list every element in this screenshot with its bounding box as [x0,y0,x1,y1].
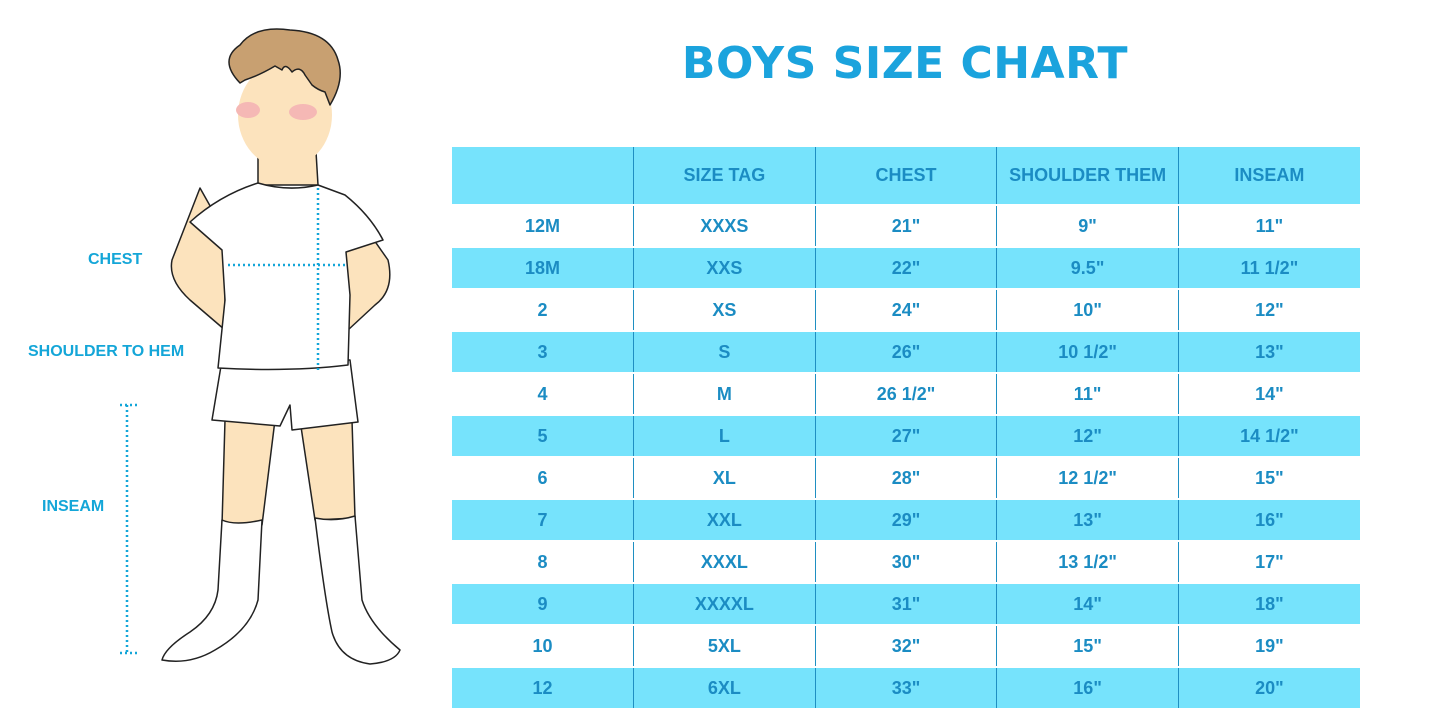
table-row: 12 6XL 33" 16" 20" [452,667,1360,708]
boy-figure-illustration [120,28,401,665]
table-cell: 11" [1177,205,1360,247]
table-header-row: SIZE TAG CHEST SHOULDER THEM INSEAM [452,146,1360,205]
table-cell: 16" [1177,499,1360,541]
table-cell: 9 [452,583,634,625]
table-cell: 29" [814,499,997,541]
table-cell: 5XL [633,625,816,667]
size-chart-table: SIZE TAG CHEST SHOULDER THEM INSEAM 12M XXXS… [452,145,1360,708]
table-cell: 18M [452,247,634,289]
table-cell: 9.5" [996,247,1179,289]
table-cell: XXXXL [633,583,816,625]
column-header: INSEAM [1177,146,1360,205]
left-sock [161,519,263,662]
table-row: 12M XXXS 21" 9" 11" [452,205,1360,247]
table-cell: 26 1/2" [814,373,997,415]
table-cell: 6 [537,467,548,488]
table-cell: 16" [996,667,1179,708]
table-cell: L [633,415,816,457]
table-cell: 32" [814,625,997,667]
table-cell: 26" [814,331,997,373]
table-cell: 7 [452,499,634,541]
page-title: BOYS SIZE CHART [681,38,1129,89]
table-cell: 12 [452,667,634,708]
table-cell: 9" [996,205,1179,247]
table-cell: 27" [814,415,997,457]
right-sock [314,515,401,665]
table-row: 18M XXS 22" 9.5" 11 1/2" [452,247,1360,289]
table-cell: 10 1/2" [996,331,1179,373]
legs [221,419,356,526]
table-row: 9 XXXXL 31" 14" 18" [452,583,1360,625]
table-cell: 13" [1177,331,1360,373]
table-cell: 31" [814,583,997,625]
shorts [211,359,359,431]
table-row: 6 XL 28" 12 1/2" 15" [452,457,1360,499]
table-cell: XL [633,457,816,499]
table-cell: 8 [537,551,548,572]
table-cell: 30" [814,541,997,583]
shirt [189,182,384,371]
table-cell: 19" [1177,625,1360,667]
table-cell: 24" [814,289,997,331]
table-cell: 12" [996,415,1179,457]
table-cell: 13 1/2" [996,541,1179,583]
face [238,62,332,168]
table-row: 4 M 26 1/2" 11" 14" [452,373,1360,415]
table-cell: 11" [996,373,1179,415]
table-cell: 6XL [633,667,816,708]
table-cell: 4 [537,383,548,404]
table-cell: M [633,373,816,415]
table-cell: 5 [452,415,634,457]
table-row: 8 XXXL 30" 13 1/2" 17" [452,541,1360,583]
table-row: 10 5XL 32" 15" 19" [452,625,1360,667]
table-cell: 28" [814,457,997,499]
table-cell: 17" [1177,541,1360,583]
table-cell: 15" [1177,457,1360,499]
table-cell: 21" [814,205,997,247]
table-cell: 14" [996,583,1179,625]
table-cell: 12 1/2" [996,457,1179,499]
table-cell: XXXS [633,205,816,247]
table-row: 5 L 27" 12" 14 1/2" [452,415,1360,457]
table-cell: 11 1/2" [1177,247,1360,289]
column-header: CHEST [814,146,997,205]
table-cell: XXL [633,499,816,541]
table-cell: 2 [537,299,548,320]
column-header: SHOULDER THEM [996,146,1179,205]
table-row: 3 S 26" 10 1/2" 13" [452,331,1360,373]
hair [228,28,341,106]
chest-label: CHEST [88,251,143,268]
table-cell: 3 [452,331,634,373]
table-cell: 14" [1177,373,1360,415]
table-cell: 10" [996,289,1179,331]
table-cell: XXS [633,247,816,289]
table-cell: 18" [1177,583,1360,625]
table-cell: XS [633,289,816,331]
table-row: 7 XXL 29" 13" 16" [452,499,1360,541]
table-cell: 10 [532,635,553,656]
table-cell: 12M [525,215,561,236]
table-cell: 15" [996,625,1179,667]
table-cell: 14 1/2" [1177,415,1360,457]
column-header [452,146,634,205]
column-header: SIZE TAG [633,146,816,205]
table-cell: S [633,331,816,373]
table-cell: XXXL [633,541,816,583]
table-cell: 13" [996,499,1179,541]
table-cell: 20" [1177,667,1360,708]
inseam-label: INSEAM [42,498,105,515]
table-cell: 12" [1177,289,1360,331]
shoulder-to-hem-label: SHOULDER TO HEM [28,343,185,360]
table-cell: 22" [814,247,997,289]
table-cell: 33" [814,667,997,708]
table-row: 2 XS 24" 10" 12" [452,289,1360,331]
